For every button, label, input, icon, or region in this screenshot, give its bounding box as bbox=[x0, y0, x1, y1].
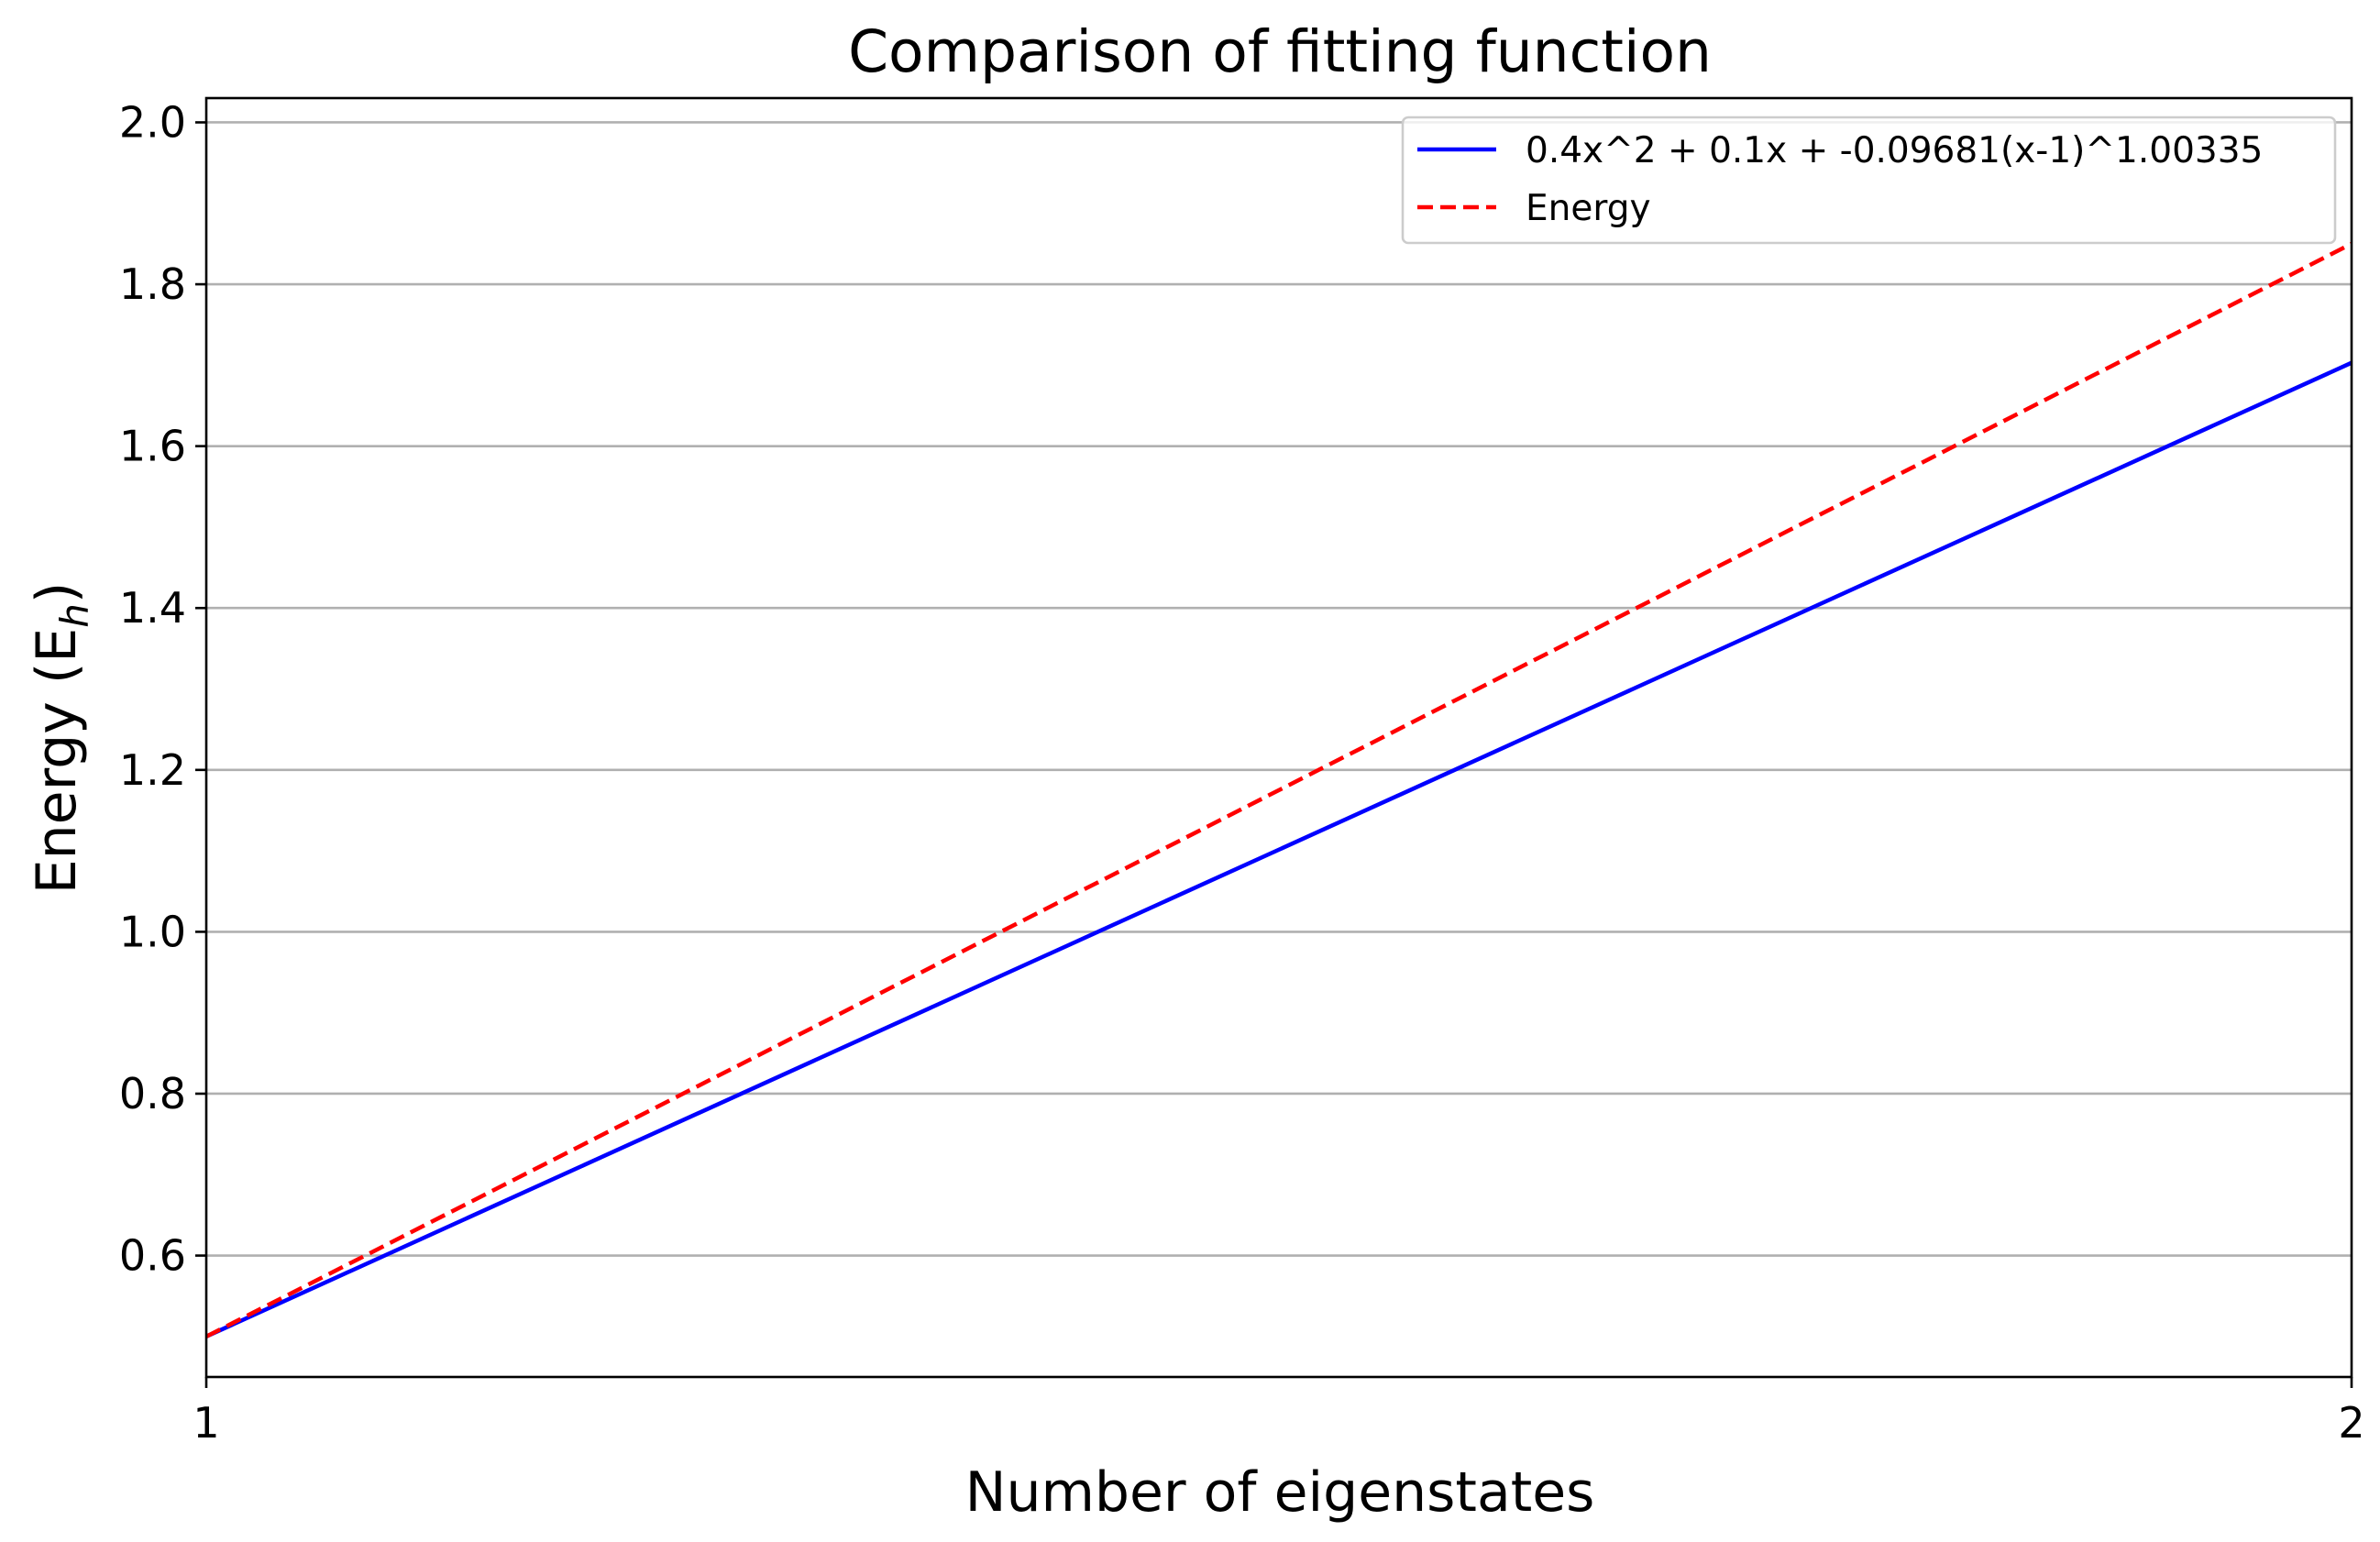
y-tick-label: 1.6 bbox=[119, 422, 186, 471]
y-tick-label: 1.8 bbox=[119, 259, 186, 309]
series-lines bbox=[204, 241, 2353, 1338]
x-tick-label: 2 bbox=[2338, 1398, 2364, 1448]
x-axis-label: Number of eigenstates bbox=[965, 1460, 1595, 1525]
y-tick-label: 0.6 bbox=[119, 1231, 186, 1281]
y-axis-label-main: Energy (E bbox=[25, 628, 89, 894]
series-line-fit bbox=[205, 360, 2352, 1338]
y-tick-label: 1.4 bbox=[119, 583, 186, 633]
y-axis-label-subscript: h bbox=[52, 603, 97, 628]
series-line-energy bbox=[204, 241, 2353, 1338]
legend: 0.4x^2 + 0.1x + -0.09681(x-1)^1.00335 En… bbox=[1401, 116, 2337, 245]
grid-lines bbox=[206, 121, 2352, 1257]
y-tick-label: 0.8 bbox=[119, 1069, 186, 1118]
y-tick-label: 1.2 bbox=[119, 745, 186, 795]
legend-label-energy: Energy bbox=[1526, 188, 1651, 229]
y-axis-ticks: 0.6 0.8 1.0 1.2 1.4 1.6 1.8 2.0 bbox=[119, 97, 206, 1281]
chart-title: Comparison of fitting function bbox=[848, 18, 1712, 85]
y-tick-label: 2.0 bbox=[119, 97, 186, 147]
legend-box bbox=[1401, 116, 2337, 245]
x-tick-label: 1 bbox=[193, 1398, 219, 1448]
plot-area-frame bbox=[204, 96, 2353, 1379]
y-axis-label: Energy (Eh) bbox=[25, 582, 97, 895]
legend-label-fit: 0.4x^2 + 0.1x + -0.09681(x-1)^1.00335 bbox=[1526, 130, 2263, 171]
y-axis-label-close: ) bbox=[25, 582, 89, 603]
y-tick-label: 1.0 bbox=[119, 907, 186, 956]
